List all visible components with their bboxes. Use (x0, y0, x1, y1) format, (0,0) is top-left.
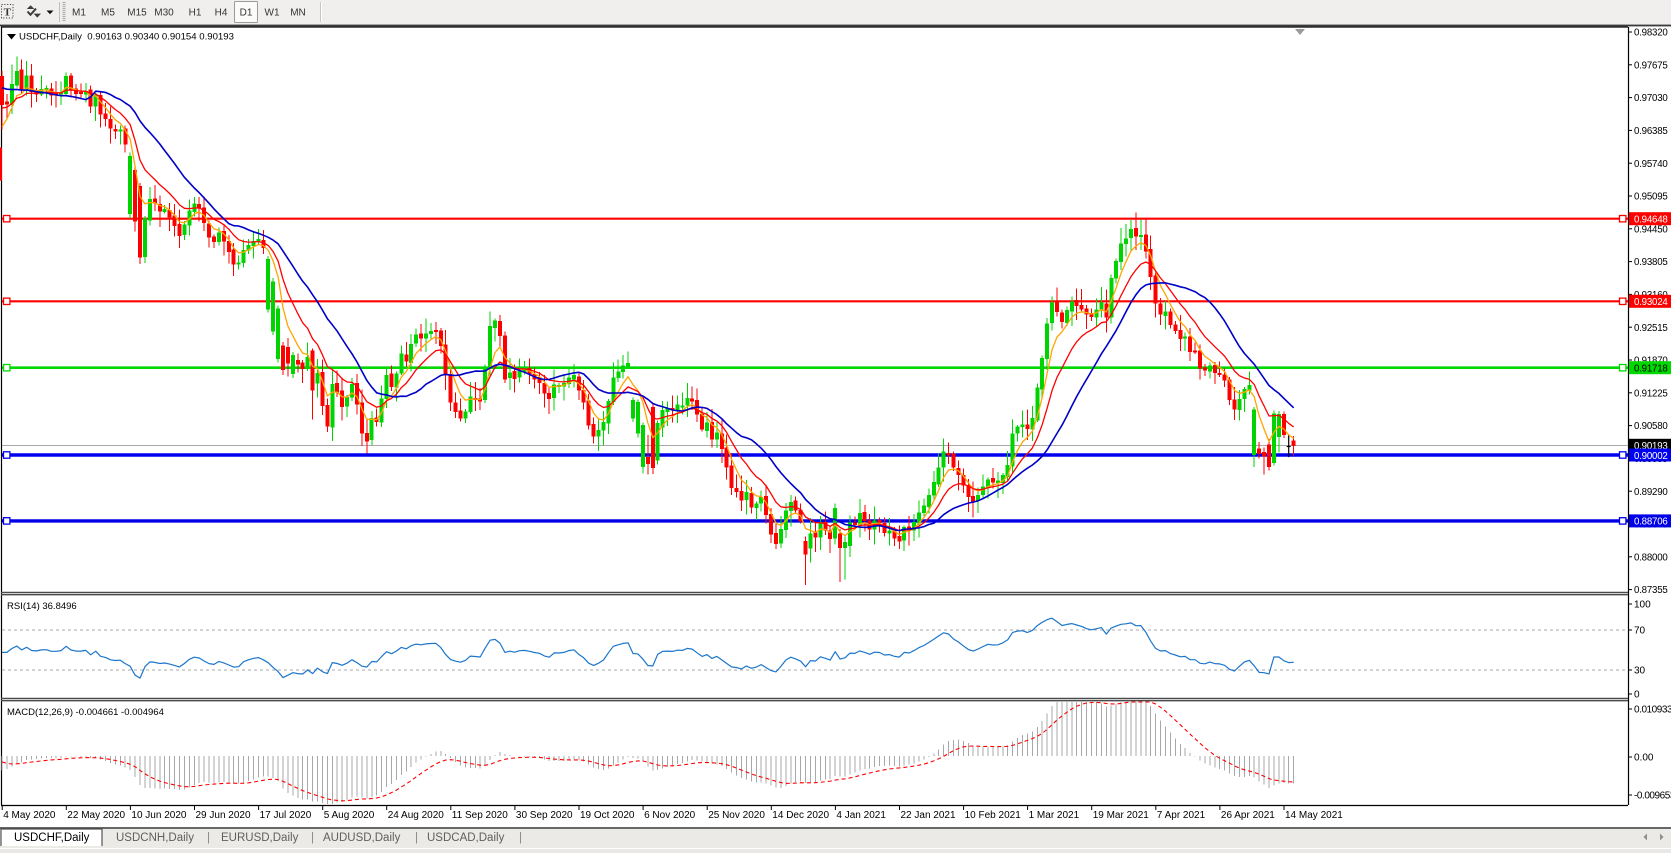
svg-text:W1: W1 (265, 8, 280, 19)
svg-text:0.97675: 0.97675 (1634, 60, 1668, 71)
svg-text:7 Apr 2021: 7 Apr 2021 (1157, 810, 1206, 821)
svg-text:|: | (207, 832, 210, 844)
svg-text:10 Jun 2020: 10 Jun 2020 (131, 810, 186, 821)
svg-text:M5: M5 (101, 8, 115, 19)
svg-text:|: | (519, 832, 522, 844)
svg-text:19 Oct 2020: 19 Oct 2020 (580, 810, 635, 821)
svg-text:17 Jul 2020: 17 Jul 2020 (260, 810, 312, 821)
svg-text:24 Aug 2020: 24 Aug 2020 (388, 810, 445, 821)
svg-text:M1: M1 (72, 8, 86, 19)
svg-text:30 Sep 2020: 30 Sep 2020 (516, 810, 573, 821)
svg-text:10 Feb 2021: 10 Feb 2021 (965, 810, 1022, 821)
svg-text:MN: MN (290, 8, 306, 19)
svg-text:0.94648: 0.94648 (1634, 215, 1668, 226)
svg-text:M30: M30 (154, 8, 174, 19)
svg-text:USDCHF,Daily 0.90163 0.90340: USDCHF,Daily 0.90163 0.90340 0.90154 0.9… (19, 32, 234, 43)
svg-text:H1: H1 (189, 8, 202, 19)
svg-text:100: 100 (1634, 600, 1651, 611)
svg-text:0.93024: 0.93024 (1634, 297, 1668, 308)
svg-text:4 May 2020: 4 May 2020 (3, 810, 56, 821)
svg-text:0.87355: 0.87355 (1634, 585, 1668, 596)
svg-text:0.90002: 0.90002 (1634, 451, 1668, 462)
svg-text:USDCHF,Daily: USDCHF,Daily (14, 832, 90, 844)
svg-text:0.91718: 0.91718 (1634, 364, 1668, 375)
svg-text:0.91225: 0.91225 (1634, 388, 1668, 399)
svg-text:70: 70 (1634, 626, 1646, 637)
svg-text:11 Sep 2020: 11 Sep 2020 (452, 810, 508, 821)
svg-text:0.88706: 0.88706 (1634, 517, 1668, 528)
svg-text:M15: M15 (127, 8, 147, 19)
svg-text:0.90193: 0.90193 (1634, 441, 1668, 452)
svg-text:5 Aug 2020: 5 Aug 2020 (324, 810, 375, 821)
svg-text:0.95095: 0.95095 (1634, 192, 1668, 203)
svg-text:AUDUSD,Daily: AUDUSD,Daily (323, 832, 401, 844)
svg-text:EURUSD,Daily: EURUSD,Daily (221, 832, 299, 844)
svg-text:USDCNH,Daily: USDCNH,Daily (116, 832, 194, 844)
svg-text:25 Nov 2020: 25 Nov 2020 (708, 810, 765, 821)
svg-text:22 May 2020: 22 May 2020 (67, 810, 125, 821)
svg-text:14 May 2021: 14 May 2021 (1285, 810, 1343, 821)
svg-text:USDCAD,Daily: USDCAD,Daily (427, 832, 505, 844)
svg-text:4 Jan 2021: 4 Jan 2021 (836, 810, 886, 821)
svg-text:H4: H4 (215, 8, 228, 19)
svg-text:0.91870: 0.91870 (1634, 356, 1668, 367)
svg-text:0.010933: 0.010933 (1634, 705, 1671, 716)
svg-text:1 Mar 2021: 1 Mar 2021 (1029, 810, 1080, 821)
svg-text:D1: D1 (240, 8, 253, 19)
svg-text:|: | (311, 832, 314, 844)
svg-text:|: | (415, 832, 418, 844)
svg-text:0.97030: 0.97030 (1634, 93, 1668, 104)
svg-text:0.00: 0.00 (1634, 753, 1654, 764)
svg-text:-0.009653: -0.009653 (1634, 791, 1671, 802)
svg-text:MACD(12,26,9) -0.004661 -0.004: MACD(12,26,9) -0.004661 -0.004964 (7, 707, 164, 718)
svg-text:0.92515: 0.92515 (1634, 323, 1668, 334)
svg-text:0.93805: 0.93805 (1634, 257, 1668, 268)
svg-text:0: 0 (1634, 690, 1640, 701)
svg-text:29 Jun 2020: 29 Jun 2020 (196, 810, 251, 821)
svg-text:T: T (4, 7, 12, 19)
svg-text:0.89290: 0.89290 (1634, 487, 1668, 498)
svg-text:26 Apr 2021: 26 Apr 2021 (1221, 810, 1275, 821)
svg-text:14 Dec 2020: 14 Dec 2020 (772, 810, 829, 821)
svg-text:6 Nov 2020: 6 Nov 2020 (644, 810, 696, 821)
svg-text:0.94450: 0.94450 (1634, 224, 1668, 235)
svg-text:19 Mar 2021: 19 Mar 2021 (1093, 810, 1150, 821)
svg-text:0.88000: 0.88000 (1634, 552, 1668, 563)
svg-text:0.95740: 0.95740 (1634, 159, 1668, 170)
svg-text:0.96385: 0.96385 (1634, 126, 1668, 137)
svg-text:RSI(14) 36.8496: RSI(14) 36.8496 (7, 601, 77, 612)
svg-text:30: 30 (1634, 666, 1646, 677)
svg-text:22 Jan 2021: 22 Jan 2021 (901, 810, 956, 821)
svg-text:0.98320: 0.98320 (1634, 28, 1668, 39)
svg-text:0.90580: 0.90580 (1634, 421, 1668, 432)
